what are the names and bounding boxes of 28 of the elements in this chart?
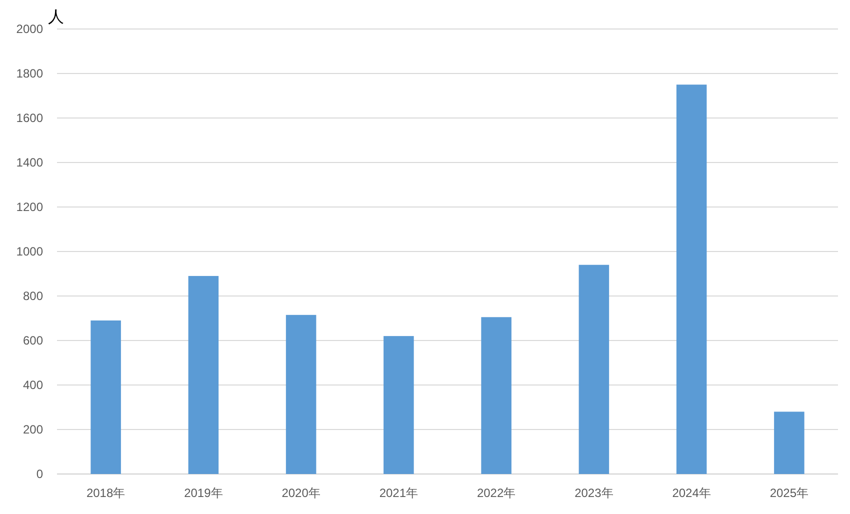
- bar: [90, 320, 121, 474]
- y-tick-label: 1800: [16, 66, 44, 80]
- y-tick-label: 400: [22, 378, 44, 392]
- y-tick-label: 200: [22, 422, 44, 436]
- x-tick-label: 2023年: [574, 486, 614, 500]
- bar: [774, 412, 804, 474]
- x-tick-label: 2020年: [282, 486, 320, 500]
- bar: [481, 317, 512, 474]
- y-tick-label: 2000: [16, 22, 44, 36]
- bar: [286, 314, 316, 474]
- bar: [384, 336, 414, 474]
- x-tick-label: 2025年: [770, 486, 809, 500]
- y-tick-label: 800: [22, 289, 44, 303]
- y-tick-label: 1200: [16, 200, 44, 214]
- y-tick-label: 0: [36, 467, 44, 481]
- x-tick-label: 2019年: [184, 486, 223, 500]
- y-tick-label: 1000: [16, 244, 44, 258]
- y-tick-label: 1400: [16, 156, 44, 170]
- x-tick-label: 2021年: [379, 486, 418, 500]
- y-tick-label: 1600: [16, 111, 44, 125]
- x-tick-label: 2024年: [672, 486, 711, 500]
- bar: [578, 264, 610, 474]
- x-tick-label: 2022年: [476, 486, 516, 500]
- x-tick-label: 2018年: [86, 486, 126, 500]
- bar: [188, 276, 219, 474]
- y-axis-title: 人: [48, 9, 64, 26]
- y-tick-label: 600: [22, 334, 44, 348]
- bar: [676, 84, 707, 474]
